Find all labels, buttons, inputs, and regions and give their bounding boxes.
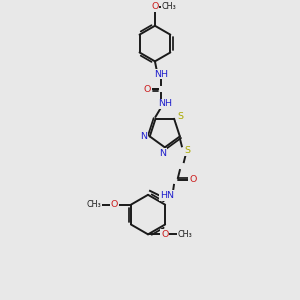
- Text: N: N: [159, 149, 167, 158]
- Text: NH: NH: [154, 70, 168, 79]
- Text: O: O: [143, 85, 151, 94]
- Text: CH₃: CH₃: [87, 200, 102, 209]
- Text: O: O: [110, 200, 118, 209]
- Text: CH₃: CH₃: [177, 230, 192, 239]
- Text: N: N: [140, 132, 147, 141]
- Text: NH: NH: [158, 99, 172, 108]
- Text: S: S: [185, 146, 191, 155]
- Text: CH₃: CH₃: [161, 2, 176, 11]
- Text: S: S: [177, 112, 183, 121]
- Text: O: O: [189, 176, 196, 184]
- Text: O: O: [161, 230, 169, 239]
- Text: O: O: [151, 2, 159, 11]
- Text: HN: HN: [160, 191, 174, 200]
